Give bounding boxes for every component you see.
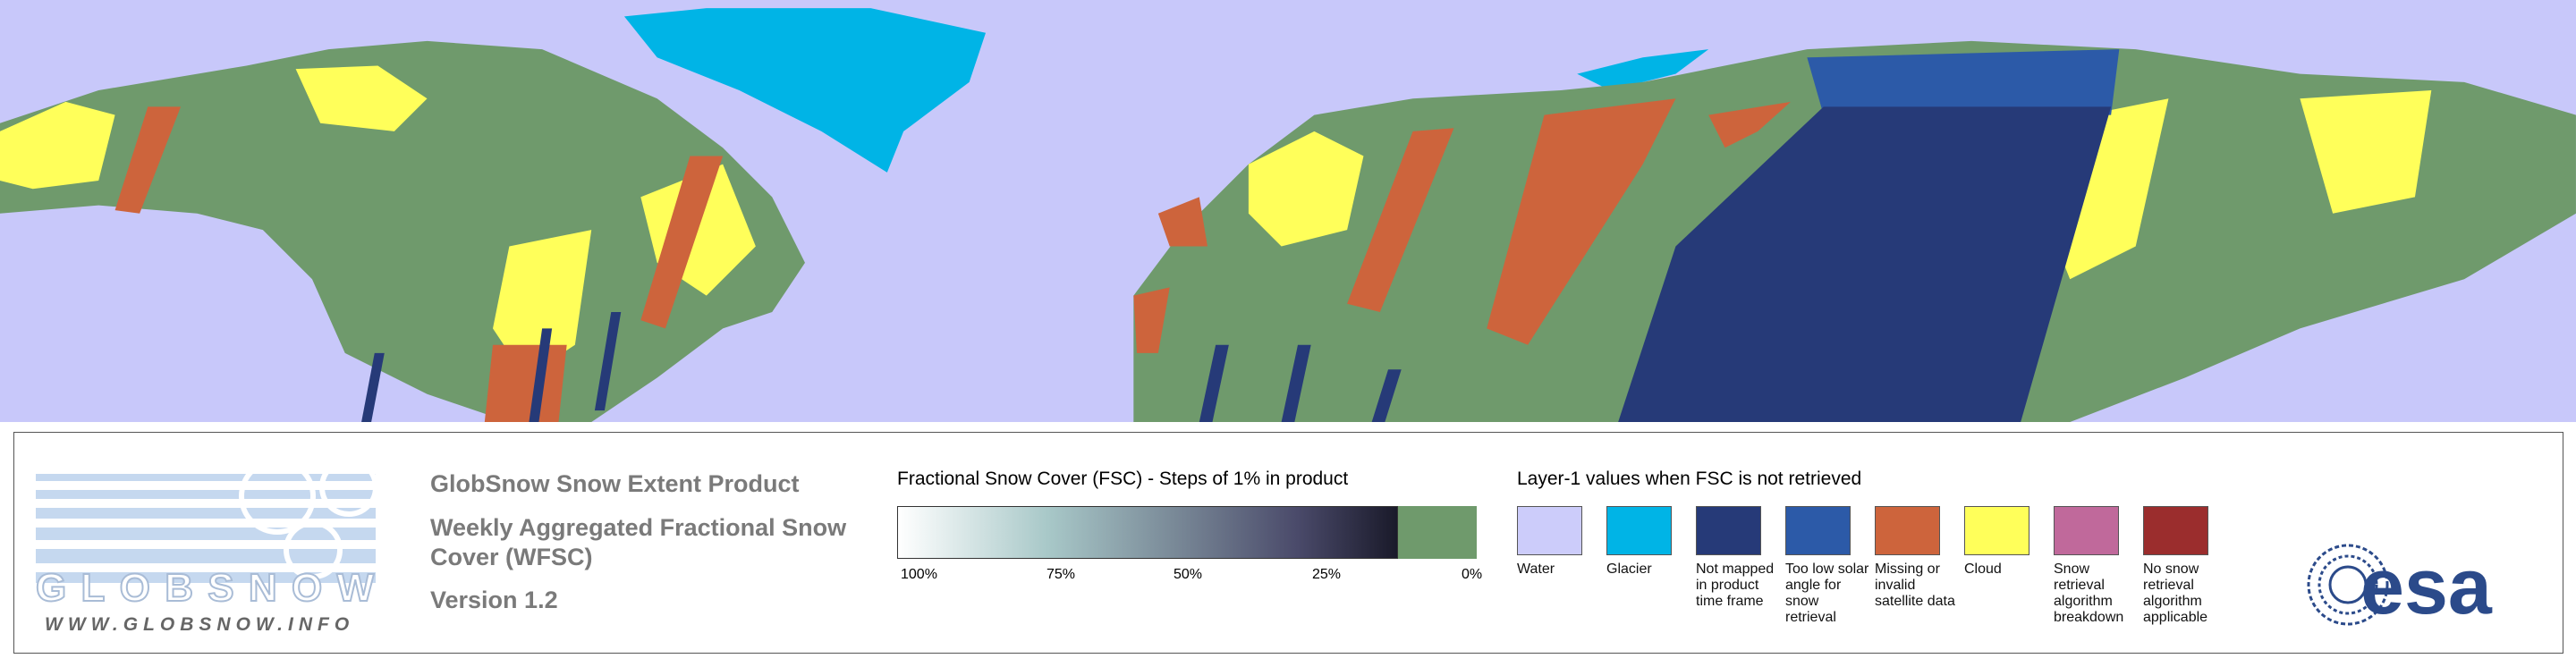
esa-text: esa (2360, 542, 2493, 628)
product-title: GlobSnow Snow Extent Product (430, 470, 800, 497)
fsc-tick-label: 50% (1174, 567, 1203, 582)
class-swatch (1875, 506, 1940, 555)
fsc-tick-label: 100% (901, 567, 937, 582)
class-swatch (2143, 506, 2208, 555)
class-label: Too low solar angle for snow retrieval (1785, 561, 1869, 625)
class-swatch (1785, 506, 1851, 555)
class-swatch (1964, 506, 2029, 555)
class-label: Water (1517, 561, 1555, 577)
fsc-no-snow (1398, 506, 1477, 559)
fsc-tick-label: 0% (1462, 567, 1483, 582)
fsc-title: Fractional Snow Cover (FSC) - Steps of 1… (897, 469, 1349, 489)
class-swatch (2054, 506, 2119, 555)
class-label: Cloud (1964, 561, 2002, 577)
class-label: Missing or invalid satellite data (1875, 561, 1955, 609)
esa-logo: esa (2307, 542, 2493, 628)
layer1-title: Layer-1 values when FSC is not retrieved (1517, 469, 1862, 489)
class-swatch (1517, 506, 1582, 555)
legend-box (13, 432, 2563, 654)
fsc-tick-label: 25% (1312, 567, 1342, 582)
land (0, 8, 2576, 422)
logo-url: WWW.GLOBSNOW.INFO (45, 614, 354, 635)
class-label: No snow retrieval algorithm applicable (2143, 561, 2208, 625)
product-subtitle: Weekly Aggregated Fractional Snow Cover … (430, 514, 847, 570)
class-swatch (1696, 506, 1761, 555)
product-version: Version 1.2 (430, 587, 558, 613)
globsnow-logo: GLOBSNOW WWW.GLOBSNOW.INFO (36, 458, 378, 635)
class-label: Not mapped in product time frame (1696, 561, 1775, 609)
fsc-tick-label: 75% (1046, 567, 1076, 582)
class-swatch (1606, 506, 1672, 555)
snow-map (0, 0, 2576, 422)
fsc-gradient (897, 506, 1398, 559)
class-label: Snow retrieval algorithm breakdown (2054, 561, 2124, 625)
class-label: Glacier (1606, 561, 1652, 577)
